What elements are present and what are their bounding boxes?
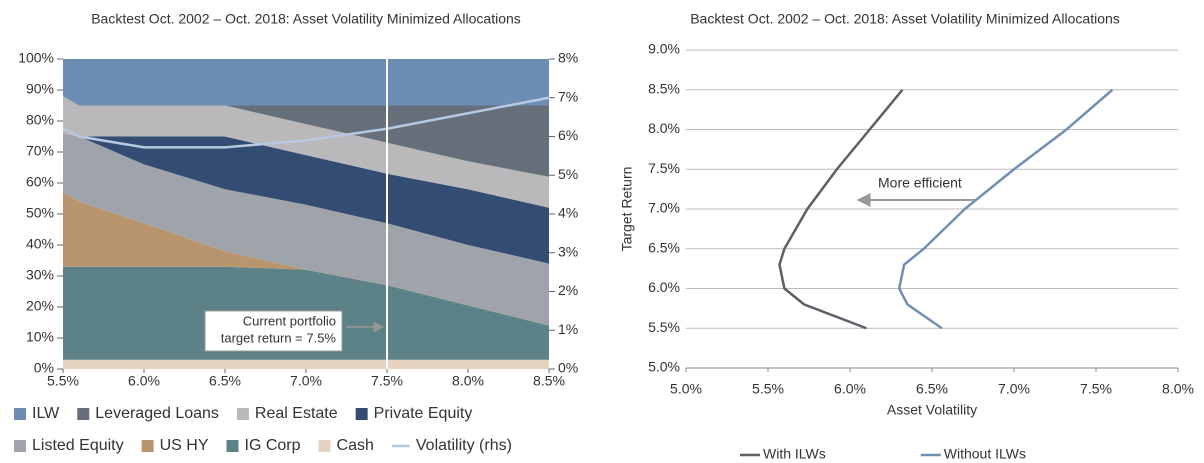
stacked-area: [63, 192, 549, 326]
stacked-area: [63, 59, 549, 106]
y2-tick-label: 4%: [558, 205, 578, 221]
legend-swatch: [226, 440, 239, 452]
legend-label: ILW: [32, 405, 60, 422]
y2-tick-label: 3%: [558, 243, 578, 259]
x-tick-label: 6.0%: [128, 373, 160, 389]
legend-label: Private Equity: [374, 405, 473, 422]
volatility-line: [62, 96, 550, 149]
y-tick-label: 8.0%: [648, 120, 680, 136]
legend-label: Listed Equity: [32, 437, 124, 454]
frontier-line: [778, 88, 904, 330]
stacked-area: [63, 96, 549, 177]
legend-label: Volatility (rhs): [416, 437, 512, 454]
legend-label: Cash: [337, 437, 374, 454]
chart-title: Backtest Oct. 2002 – Oct. 2018: Asset Vo…: [91, 11, 521, 27]
legend-swatch: [318, 440, 331, 452]
y-tick-label: 5.0%: [648, 359, 680, 375]
x-axis-title: Asset Volatility: [887, 402, 977, 418]
annotation-text: Current portfolio: [243, 313, 336, 328]
annotation-text: More efficient: [878, 175, 962, 191]
y-tick-label: 9.0%: [648, 41, 680, 57]
legend-swatch: [77, 408, 90, 420]
y-tick-label: 30%: [26, 267, 54, 283]
legend-label: Real Estate: [255, 405, 338, 422]
x-tick-label: 8.0%: [1162, 381, 1194, 397]
y-tick-label: 40%: [26, 236, 54, 252]
y2-tick-label: 8%: [558, 50, 578, 66]
y2-tick-label: 6%: [558, 127, 578, 143]
y-tick-label: 60%: [26, 174, 54, 190]
y2-tick-label: 5%: [558, 166, 578, 182]
x-tick-label: 7.5%: [371, 373, 403, 389]
x-tick-label: 6.5%: [209, 373, 241, 389]
annotation-box: [204, 310, 343, 352]
x-tick-label: 7.5%: [1080, 381, 1112, 397]
y2-tick-label: 2%: [558, 282, 578, 298]
annotation-text: target return = 7.5%: [221, 330, 337, 345]
stacked-area: [63, 133, 549, 264]
legend-label: Without ILWs: [944, 446, 1026, 462]
y-tick-label: 70%: [26, 143, 54, 159]
y-tick-label: 5.5%: [648, 319, 680, 335]
y2-tick-label: 7%: [558, 88, 578, 104]
frontier-line: [897, 88, 1114, 330]
legend-label: With ILWs: [763, 446, 826, 462]
x-tick-label: 8.5%: [533, 373, 565, 389]
y-tick-label: 6.5%: [648, 239, 680, 255]
stacked-area: [63, 96, 549, 208]
y-tick-label: 0%: [34, 360, 54, 376]
legend-swatch: [141, 440, 154, 452]
legend-label: Leveraged Loans: [95, 405, 219, 422]
y-tick-label: 80%: [26, 112, 54, 128]
y-tick-label: 8.5%: [648, 80, 680, 96]
y-tick-label: 7.0%: [648, 200, 680, 216]
y-axis-title: Target Return: [619, 167, 635, 252]
x-tick-label: 8.0%: [452, 373, 484, 389]
legend-label: US HY: [160, 437, 209, 454]
legend-swatch: [355, 408, 368, 420]
y-tick-label: 100%: [18, 50, 54, 66]
legend-swatch: [236, 408, 249, 420]
legend-swatch: [14, 440, 26, 452]
x-tick-label: 7.0%: [290, 373, 322, 389]
y-tick-label: 6.0%: [648, 279, 680, 295]
y-tick-label: 20%: [26, 298, 54, 314]
stacked-area: [63, 359, 549, 369]
y2-tick-label: 0%: [558, 360, 578, 376]
x-tick-label: 6.5%: [916, 381, 948, 397]
y2-tick-label: 1%: [558, 321, 578, 337]
x-tick-label: 6.0%: [834, 381, 866, 397]
x-tick-label: 7.0%: [998, 381, 1030, 397]
y-tick-label: 10%: [26, 329, 54, 345]
legend-label: IG Corp: [245, 437, 301, 454]
y-tick-label: 90%: [26, 81, 54, 97]
y-tick-label: 7.5%: [648, 160, 680, 176]
y-tick-label: 50%: [26, 205, 54, 221]
x-tick-label: 5.5%: [47, 373, 79, 389]
x-tick-label: 5.0%: [670, 381, 702, 397]
stacked-area: [63, 133, 549, 326]
chart-title: Backtest Oct. 2002 – Oct. 2018: Asset Vo…: [690, 11, 1120, 27]
legend-swatch: [14, 408, 26, 420]
x-tick-label: 5.5%: [752, 381, 784, 397]
